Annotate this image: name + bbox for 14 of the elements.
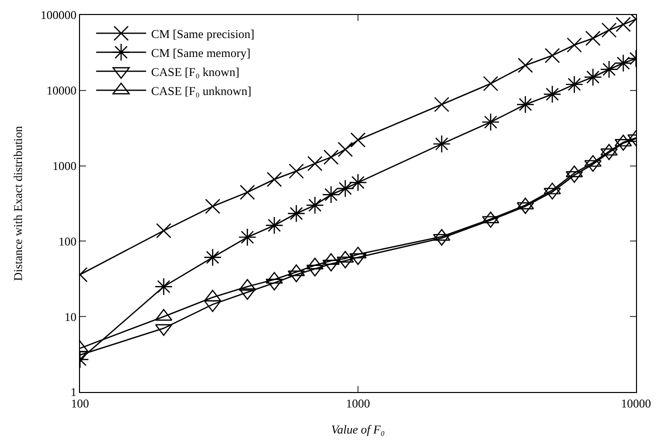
x-axis-title: Value of F₀: [331, 422, 385, 436]
x-tick-label: 1000: [346, 396, 370, 410]
y-tick-label: 10: [64, 310, 76, 324]
y-axis-title: Distance with Exact distribution: [10, 126, 25, 281]
legend-label: CASE [F₀ known]: [151, 64, 240, 79]
y-tick-label: 100000: [40, 8, 76, 22]
x-tick-label: 10000: [621, 396, 651, 410]
y-tick-label: 1000: [52, 159, 76, 173]
legend-label: CM [Same precision]: [151, 26, 254, 41]
y-tick-label: 1: [70, 385, 76, 400]
y-tick-label: 100: [58, 234, 76, 248]
legend-label: CM [Same memory]: [151, 46, 250, 60]
legend-label: CASE [F₀ unknown]: [151, 84, 252, 98]
y-tick-label: 10000: [46, 84, 76, 98]
